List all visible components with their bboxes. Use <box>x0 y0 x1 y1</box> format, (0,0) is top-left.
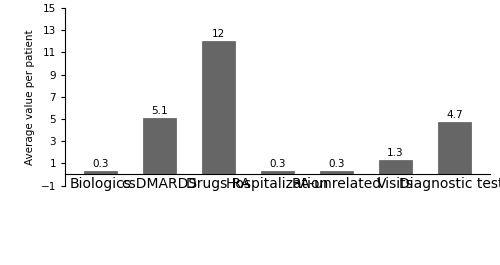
Y-axis label: Average value per patient: Average value per patient <box>25 29 35 165</box>
Text: 12: 12 <box>212 29 225 39</box>
Bar <box>202 41 234 174</box>
Bar <box>380 160 412 174</box>
Text: 0.3: 0.3 <box>92 159 109 169</box>
Bar <box>84 171 117 174</box>
Bar <box>320 171 352 174</box>
Text: 5.1: 5.1 <box>151 105 168 116</box>
Text: 1.3: 1.3 <box>387 148 404 158</box>
Bar <box>144 118 176 174</box>
Bar <box>262 171 294 174</box>
Bar <box>438 122 470 174</box>
Text: 4.7: 4.7 <box>446 110 463 120</box>
Text: 0.3: 0.3 <box>270 159 286 169</box>
Text: 0.3: 0.3 <box>328 159 344 169</box>
